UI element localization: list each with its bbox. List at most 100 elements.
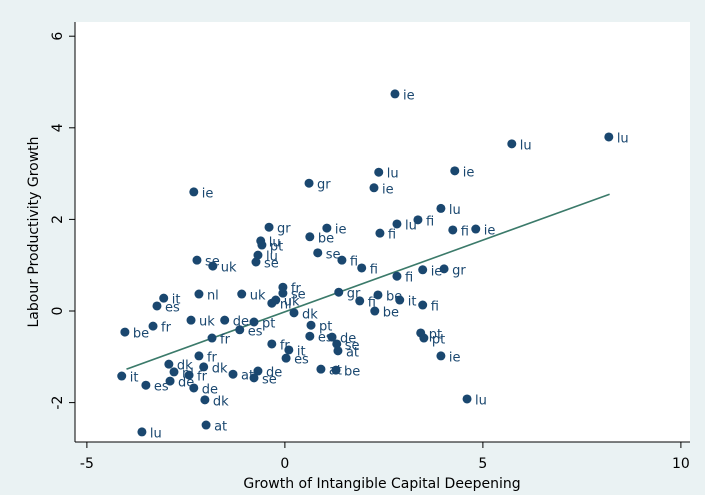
point-label: es <box>294 353 309 368</box>
point <box>507 139 517 149</box>
point <box>331 365 341 375</box>
point <box>604 132 614 142</box>
point-label: dk <box>213 394 229 409</box>
point-label: fr <box>291 282 302 297</box>
point-label: lu <box>405 218 417 233</box>
point <box>334 287 344 297</box>
point-label: fr <box>280 338 291 353</box>
point <box>208 261 218 271</box>
point-label: es <box>165 300 180 315</box>
point <box>375 228 385 238</box>
point <box>189 187 199 197</box>
point-label: de <box>202 382 218 397</box>
point-label: fi <box>368 295 376 310</box>
point <box>369 183 379 193</box>
point <box>235 325 245 335</box>
point-label: lu <box>617 131 629 146</box>
point <box>450 166 460 176</box>
point <box>289 308 299 318</box>
x-tick-label: 0 <box>280 456 289 472</box>
point <box>395 295 405 305</box>
y-tick-label: 4 <box>50 123 66 132</box>
point <box>165 376 175 386</box>
point <box>117 371 127 381</box>
point-label: lu <box>269 235 281 250</box>
point-label: it <box>297 344 306 359</box>
y-tick-label: 2 <box>50 215 66 224</box>
point-label: de <box>266 366 282 381</box>
x-tick-label: 10 <box>672 456 690 472</box>
point-label: pt <box>270 240 283 255</box>
point <box>392 219 402 229</box>
point <box>448 225 458 235</box>
point-label: fi <box>350 255 358 270</box>
point-label: de <box>233 315 249 330</box>
y-tick-label: 0 <box>50 307 66 316</box>
point <box>313 248 323 258</box>
point-label: se <box>205 255 220 270</box>
point <box>322 223 332 233</box>
point-label: fr <box>207 350 218 365</box>
point <box>148 321 158 331</box>
point <box>253 366 263 376</box>
point <box>220 315 230 325</box>
point <box>374 167 384 177</box>
point-label: dk <box>212 361 228 376</box>
point <box>164 359 174 369</box>
point-label: ie <box>335 223 347 238</box>
point-label: nl <box>207 289 219 304</box>
point-label: lu <box>387 167 399 182</box>
point-label: fi <box>426 214 434 229</box>
point-label: es <box>318 331 333 346</box>
point <box>141 380 151 390</box>
point <box>257 240 267 250</box>
point <box>271 295 281 305</box>
point <box>137 427 147 437</box>
point <box>305 331 315 341</box>
point-label: fi <box>431 300 439 315</box>
point <box>251 257 261 267</box>
point-label: uk <box>199 315 215 330</box>
point <box>413 215 423 225</box>
point <box>249 373 259 383</box>
point <box>192 255 202 265</box>
point-label: nl <box>280 298 292 313</box>
point <box>267 339 277 349</box>
point <box>152 301 162 311</box>
point-label: uk <box>284 295 300 310</box>
point <box>228 369 238 379</box>
point <box>418 300 428 310</box>
point <box>390 89 400 99</box>
point <box>333 346 343 356</box>
point <box>237 289 247 299</box>
point-label: pt <box>319 320 332 335</box>
point-label: se <box>262 372 277 387</box>
point <box>436 203 446 213</box>
point-label: pt <box>429 327 442 342</box>
point-label: ie <box>484 224 496 239</box>
point <box>278 288 288 298</box>
point <box>284 345 294 355</box>
y-tick-label: 6 <box>50 32 66 41</box>
point <box>253 250 263 260</box>
point-label: gr <box>277 222 291 237</box>
point-label: lu <box>520 138 532 153</box>
point <box>281 353 291 363</box>
point-label: se <box>291 288 306 303</box>
point <box>357 263 367 273</box>
point-label: lu <box>150 426 162 441</box>
point-label: fi <box>388 228 396 243</box>
point-label: ie <box>382 182 394 197</box>
point <box>439 264 449 274</box>
point-label: dk <box>177 359 193 374</box>
point-label: fr <box>197 370 208 385</box>
point <box>159 293 169 303</box>
point <box>306 320 316 330</box>
point-label: fr <box>161 321 172 336</box>
point-label: fi <box>461 224 469 239</box>
point <box>200 395 210 405</box>
point <box>201 420 211 430</box>
point <box>120 327 130 337</box>
point-label: uk <box>221 261 237 276</box>
point-label: at <box>346 345 359 360</box>
